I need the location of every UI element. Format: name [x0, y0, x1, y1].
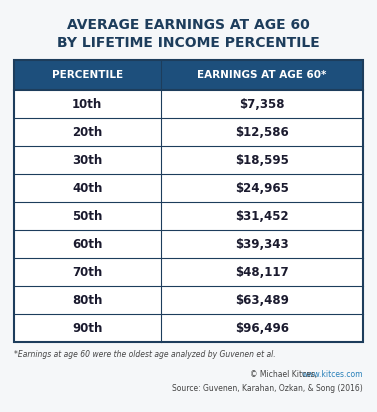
Text: $31,452: $31,452: [235, 209, 289, 222]
Text: Source: Guvenen, Karahan, Ozkan, & Song (2016): Source: Guvenen, Karahan, Ozkan, & Song …: [172, 384, 363, 393]
Text: 10th: 10th: [72, 98, 103, 110]
Text: $63,489: $63,489: [235, 293, 289, 307]
Text: $12,586: $12,586: [235, 126, 289, 138]
Text: © Michael Kitces,: © Michael Kitces,: [250, 370, 320, 379]
Text: 30th: 30th: [72, 154, 103, 166]
Text: 80th: 80th: [72, 293, 103, 307]
Text: $39,343: $39,343: [235, 237, 289, 250]
Text: *Earnings at age 60 were the oldest age analyzed by Guvenen et al.: *Earnings at age 60 were the oldest age …: [14, 350, 276, 359]
Bar: [14, 174, 363, 202]
Text: 20th: 20th: [72, 126, 103, 138]
Text: 60th: 60th: [72, 237, 103, 250]
Bar: [14, 286, 363, 314]
Text: $96,496: $96,496: [235, 321, 289, 335]
Text: www.kitces.com: www.kitces.com: [302, 370, 363, 379]
Bar: [14, 60, 363, 342]
Text: BY LIFETIME INCOME PERCENTILE: BY LIFETIME INCOME PERCENTILE: [57, 36, 320, 50]
Text: 90th: 90th: [72, 321, 103, 335]
Bar: [14, 258, 363, 286]
Text: EARNINGS AT AGE 60*: EARNINGS AT AGE 60*: [197, 70, 326, 80]
Text: $48,117: $48,117: [235, 265, 289, 279]
Text: PERCENTILE: PERCENTILE: [52, 70, 123, 80]
Bar: [14, 230, 363, 258]
Bar: [14, 146, 363, 174]
Bar: [14, 202, 363, 230]
Text: $24,965: $24,965: [235, 182, 289, 194]
Bar: [14, 60, 363, 90]
Bar: [14, 90, 363, 118]
Text: 70th: 70th: [72, 265, 103, 279]
Bar: [14, 314, 363, 342]
Text: 50th: 50th: [72, 209, 103, 222]
Text: $7,358: $7,358: [239, 98, 285, 110]
Bar: [14, 118, 363, 146]
Text: $18,595: $18,595: [235, 154, 289, 166]
Text: 40th: 40th: [72, 182, 103, 194]
Text: AVERAGE EARNINGS AT AGE 60: AVERAGE EARNINGS AT AGE 60: [67, 18, 310, 32]
